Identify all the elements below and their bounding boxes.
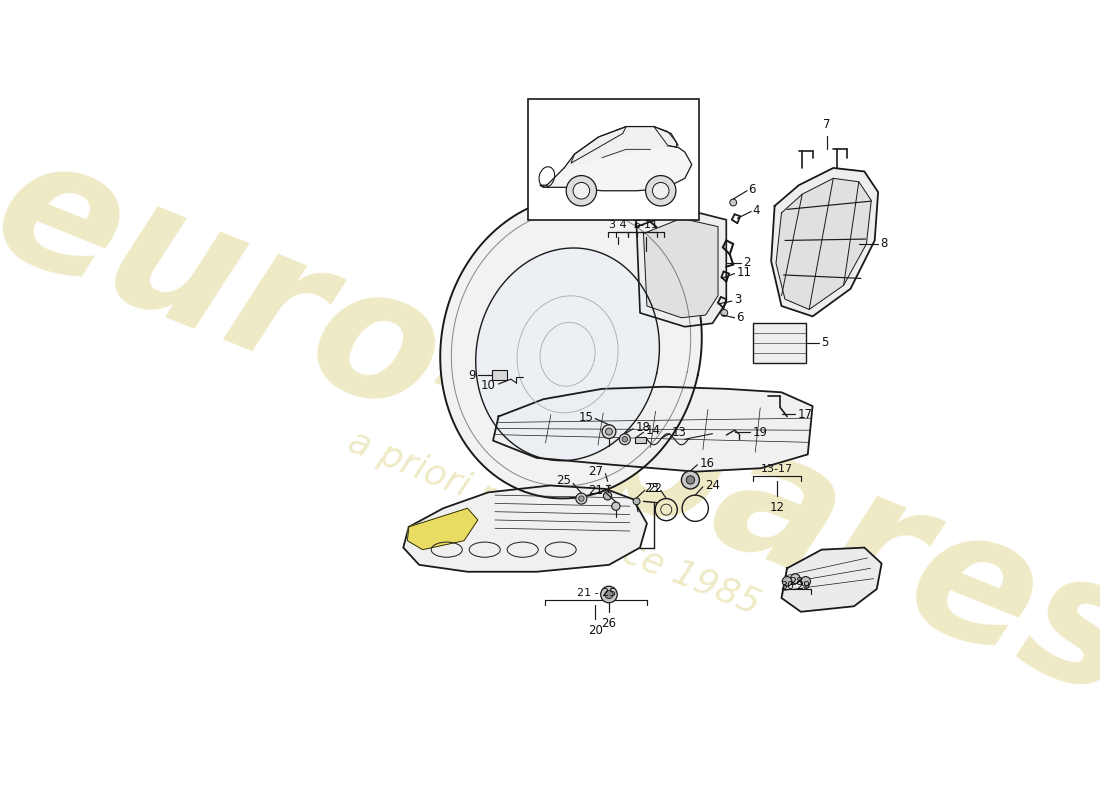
Text: 24: 24	[705, 479, 719, 492]
Polygon shape	[771, 168, 878, 316]
Circle shape	[782, 577, 792, 586]
Text: 11: 11	[737, 266, 751, 278]
Text: 18: 18	[635, 421, 650, 434]
Circle shape	[612, 502, 620, 510]
Bar	[492, 370, 507, 380]
Bar	[528, 99, 698, 220]
Text: 26: 26	[602, 617, 616, 630]
Text: 13-17: 13-17	[760, 464, 793, 474]
Text: 16: 16	[700, 457, 715, 470]
Circle shape	[575, 493, 587, 504]
Polygon shape	[644, 218, 718, 318]
Circle shape	[605, 428, 613, 435]
Bar	[635, 437, 646, 443]
Circle shape	[604, 492, 612, 500]
Circle shape	[681, 471, 700, 489]
Circle shape	[801, 577, 811, 586]
Text: 4: 4	[752, 203, 760, 217]
Text: 13: 13	[672, 426, 686, 439]
Text: 28: 28	[789, 577, 803, 587]
Text: 21: 21	[588, 484, 604, 497]
Polygon shape	[564, 126, 678, 168]
Text: 27: 27	[588, 465, 604, 478]
Text: 1: 1	[634, 220, 640, 230]
Polygon shape	[637, 210, 726, 326]
Circle shape	[579, 496, 584, 502]
Text: 3: 3	[735, 294, 743, 306]
Text: 22: 22	[647, 482, 662, 495]
Circle shape	[602, 425, 616, 438]
Text: 7: 7	[823, 118, 830, 131]
Circle shape	[573, 182, 590, 199]
Circle shape	[605, 590, 613, 598]
Polygon shape	[540, 145, 692, 190]
Polygon shape	[407, 508, 477, 550]
Text: 30: 30	[780, 581, 794, 590]
Polygon shape	[493, 386, 813, 472]
Circle shape	[729, 199, 737, 206]
Text: 8: 8	[880, 238, 888, 250]
Text: 2: 2	[744, 256, 751, 269]
Polygon shape	[776, 178, 871, 310]
Text: 3 4: 3 4	[609, 220, 627, 230]
Polygon shape	[404, 486, 647, 572]
Text: 15: 15	[579, 410, 593, 424]
Text: 10: 10	[481, 379, 496, 392]
Text: 23: 23	[644, 482, 659, 495]
Text: 21 - 25: 21 - 25	[576, 588, 616, 598]
Circle shape	[623, 437, 628, 442]
Text: 29: 29	[796, 581, 811, 590]
Circle shape	[566, 175, 596, 206]
Circle shape	[601, 586, 617, 603]
Bar	[752, 323, 806, 363]
Text: 12: 12	[769, 502, 784, 514]
Polygon shape	[475, 248, 659, 461]
Text: 14: 14	[646, 425, 660, 438]
Text: 17: 17	[798, 408, 813, 421]
Circle shape	[646, 175, 675, 206]
Text: 6-11: 6-11	[634, 220, 659, 230]
Polygon shape	[440, 197, 702, 498]
Text: 5: 5	[822, 336, 829, 349]
Text: 6: 6	[736, 311, 744, 324]
Text: euro-spares: euro-spares	[0, 118, 1100, 736]
Circle shape	[652, 182, 669, 199]
Text: 9: 9	[469, 369, 476, 382]
Circle shape	[634, 498, 640, 505]
Circle shape	[791, 574, 800, 583]
Text: 20: 20	[587, 623, 603, 637]
Circle shape	[686, 476, 694, 484]
Text: 6: 6	[748, 183, 756, 196]
Text: 25: 25	[557, 474, 571, 487]
Polygon shape	[781, 547, 881, 612]
Text: a priori parts since 1985: a priori parts since 1985	[342, 425, 764, 622]
Text: 19: 19	[752, 426, 768, 439]
Circle shape	[619, 434, 630, 445]
Circle shape	[720, 310, 728, 316]
